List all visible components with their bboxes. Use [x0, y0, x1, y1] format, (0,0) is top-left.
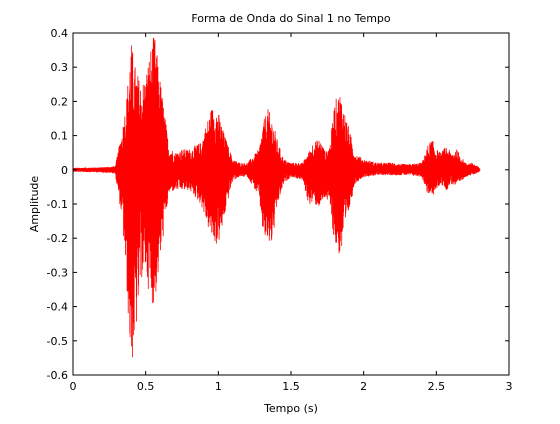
ticks-layer: 0 0.5 1 1.5 2 2.5 3 0.4 0.3 0.2 0.1 0 -0.1 -0.2 -0.3 -0…	[47, 27, 513, 393]
x-tick-label: 3	[506, 380, 513, 393]
y-tick-label: -0.3	[47, 266, 68, 279]
x-tick-label: 1.5	[282, 380, 300, 393]
y-tick-label: -0.5	[47, 335, 68, 348]
x-tick-label: 2.5	[428, 380, 446, 393]
y-tick-label: 0.3	[51, 61, 69, 74]
y-tick-label: -0.2	[47, 232, 68, 245]
x-tick-label: 0.5	[137, 380, 155, 393]
y-tick-label: -0.4	[47, 301, 68, 314]
x-tick-label: 1	[215, 380, 222, 393]
x-tick-label: 0	[70, 380, 77, 393]
y-axis-label: Amplitude	[28, 176, 41, 233]
y-tick-label: -0.1	[47, 198, 68, 211]
x-tick-label: 2	[360, 380, 367, 393]
y-tick-label: -0.6	[47, 369, 68, 382]
y-tick-label: 0.4	[51, 27, 69, 40]
x-axis-label: Tempo (s)	[263, 402, 318, 415]
waveform-layer	[72, 37, 481, 358]
y-tick-label: 0	[61, 164, 68, 177]
y-tick-label: 0.1	[51, 130, 69, 143]
chart-title: Forma de Onda do Sinal 1 no Tempo	[191, 12, 391, 25]
signal-waveform-line	[72, 37, 481, 358]
y-tick-label: 0.2	[51, 95, 69, 108]
